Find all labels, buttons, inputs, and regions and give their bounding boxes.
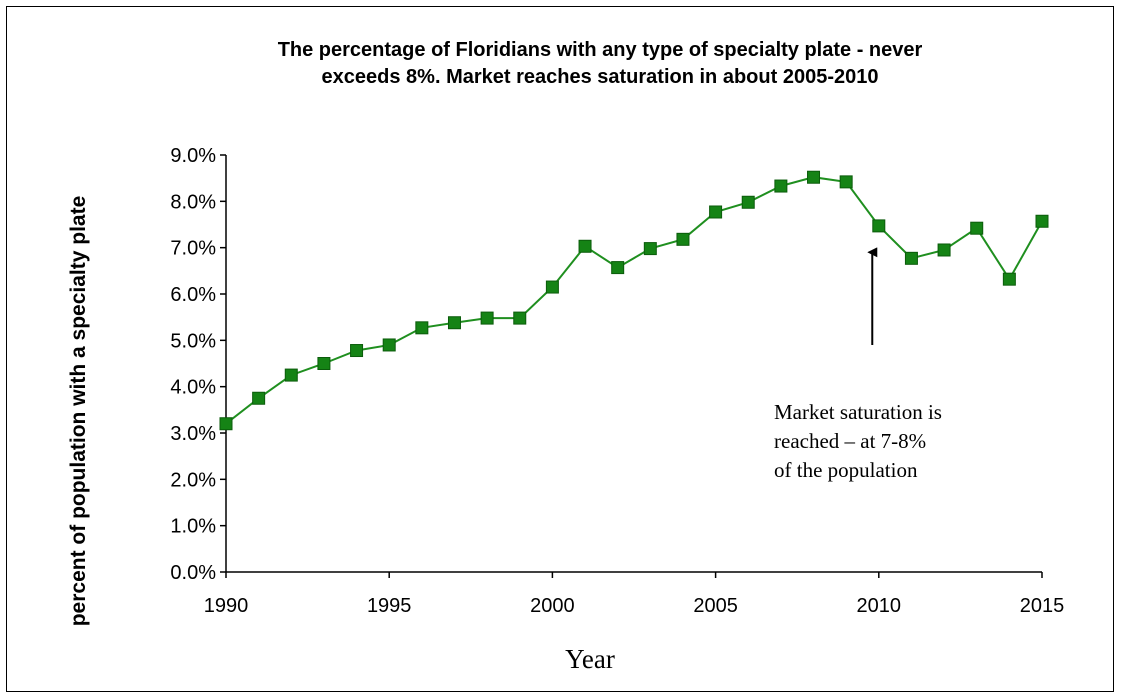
data-point-marker	[807, 170, 821, 184]
y-axis: 0.0% 1.0% 2.0% 3.0% 4.0% 5.0% 6.0% 7.0% 8.0% 9.0%	[170, 145, 227, 584]
chart-title-line-1: The percentage of Floridians with any ty…	[278, 39, 923, 61]
x-axis-label: Year	[565, 644, 615, 674]
saturation-annotation: Market saturation is reached – at 7-8% o…	[774, 247, 942, 482]
y-tick-label: 8.0%	[170, 191, 216, 213]
y-tick-label: 1.0%	[170, 516, 216, 538]
data-point-marker	[350, 344, 364, 358]
x-tick-label: 1995	[367, 595, 412, 617]
series-line	[225, 176, 1043, 425]
y-tick-label: 7.0%	[170, 238, 216, 260]
data-point-marker	[1002, 272, 1016, 286]
y-axis-label: percent of population with a specialty p…	[67, 196, 90, 627]
data-point-marker	[382, 338, 396, 352]
x-tick-label: 2010	[857, 595, 902, 617]
data-point-marker	[676, 232, 690, 246]
data-point-marker	[970, 221, 984, 235]
y-tick-label: 9.0%	[170, 145, 216, 167]
data-point-marker	[1035, 214, 1049, 228]
data-point-marker	[480, 311, 494, 325]
annotation-line-1: Market saturation is	[774, 400, 942, 424]
annotation-line-3: of the population	[774, 458, 918, 482]
data-point-marker	[578, 239, 592, 253]
data-point-marker	[872, 219, 886, 233]
data-point-marker	[741, 195, 755, 209]
data-point-marker	[545, 280, 559, 294]
x-tick-label: 2005	[693, 595, 738, 617]
data-point-marker	[284, 368, 298, 382]
data-point-marker	[447, 316, 461, 330]
data-point-marker	[643, 242, 657, 256]
data-point-marker	[937, 243, 951, 257]
annotation-line-2: reached – at 7-8%	[774, 429, 926, 453]
x-tick-label: 1990	[204, 595, 249, 617]
y-tick-label: 0.0%	[170, 562, 216, 584]
data-point-marker	[709, 205, 723, 219]
chart-title-line-2: exceeds 8%. Market reaches saturation in…	[322, 66, 879, 88]
data-point-marker	[219, 417, 233, 431]
chart-frame	[6, 6, 1114, 692]
data-point-marker	[513, 311, 527, 325]
x-axis: 1990 1995 2000 2005 2010 2015	[204, 571, 1065, 617]
data-point-marker	[611, 261, 625, 275]
series-layer	[219, 170, 1049, 431]
y-tick-label: 6.0%	[170, 284, 216, 306]
data-point-marker	[774, 179, 788, 193]
data-point-marker	[317, 357, 331, 370]
data-point-marker	[415, 321, 429, 335]
data-point-marker	[839, 175, 853, 189]
y-tick-label: 3.0%	[170, 423, 216, 445]
y-tick-label: 4.0%	[170, 377, 216, 399]
y-tick-label: 2.0%	[170, 469, 216, 491]
data-point-marker	[252, 391, 266, 405]
x-tick-label: 2015	[1020, 595, 1065, 617]
y-tick-label: 5.0%	[170, 330, 216, 352]
x-tick-label: 2000	[530, 595, 575, 617]
data-point-marker	[904, 251, 918, 265]
